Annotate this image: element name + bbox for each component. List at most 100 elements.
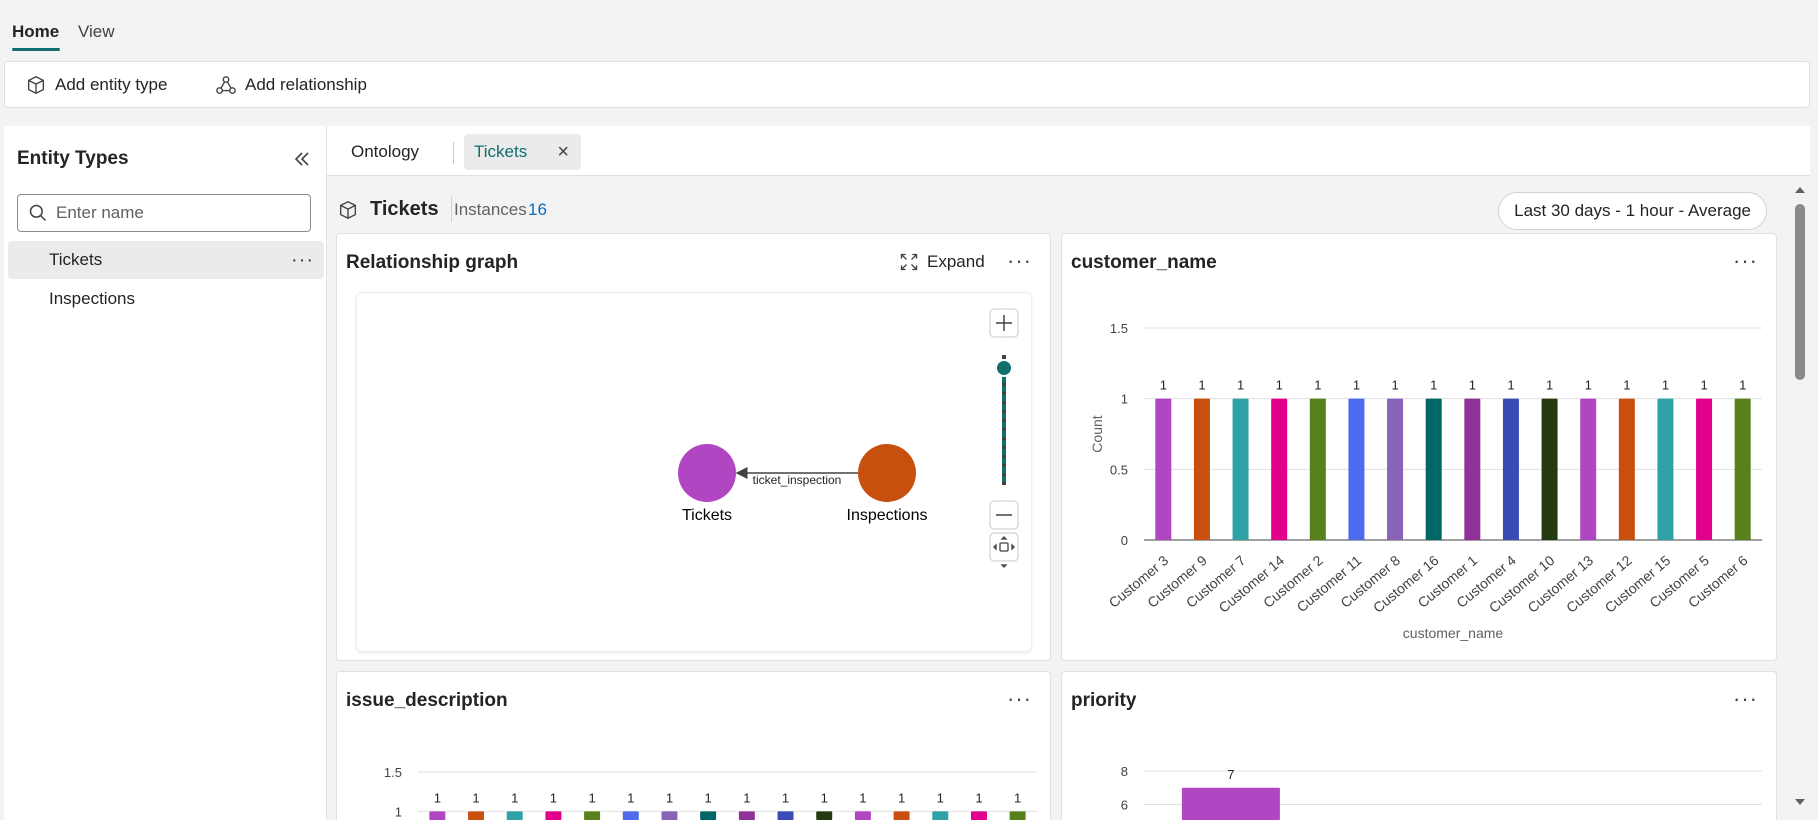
data-label: 1 — [550, 790, 557, 805]
y-tick-label: 1 — [395, 804, 402, 819]
bar — [816, 811, 833, 820]
expand-button[interactable]: Expand — [899, 252, 985, 272]
add-relationship-label: Add relationship — [245, 75, 367, 94]
y-tick-label: 6 — [1121, 798, 1128, 813]
close-icon[interactable]: × — [557, 141, 569, 163]
bar — [429, 811, 446, 820]
data-label: 1 — [705, 790, 712, 805]
cube-icon — [339, 200, 357, 220]
add-relationship-button[interactable]: Add relationship — [215, 74, 367, 96]
instances-count: 16 — [528, 200, 547, 219]
bar — [932, 811, 949, 820]
bar — [1734, 398, 1751, 540]
data-label: 1 — [975, 790, 982, 805]
y-axis-label: Count — [1089, 415, 1105, 452]
search-box — [17, 194, 311, 232]
data-label: 1 — [1353, 378, 1360, 393]
cube-icon — [27, 75, 45, 95]
priority-card: priority ··· 8 6 7 — [1061, 671, 1777, 820]
card-title: issue_description — [346, 690, 508, 711]
plus-icon — [996, 315, 1012, 331]
data-label: 1 — [472, 790, 479, 805]
data-label: 1 — [666, 790, 673, 805]
node-inspections[interactable] — [858, 444, 916, 502]
relationship-graph-card: Relationship graph Expand ··· ticket_ins… — [336, 233, 1051, 661]
data-label: 1 — [898, 790, 905, 805]
more-options-icon[interactable]: ··· — [291, 249, 314, 271]
search-input[interactable] — [56, 203, 296, 223]
bar — [700, 811, 717, 820]
tab-home[interactable]: Home — [12, 22, 60, 41]
instances-label: Instances — [454, 200, 527, 219]
add-entity-type-button[interactable]: Add entity type — [25, 74, 167, 96]
card-title: Relationship graph — [346, 252, 519, 273]
sidebar-item-label: Tickets — [49, 250, 103, 269]
bar — [584, 811, 601, 820]
data-label: 1 — [434, 790, 441, 805]
bar — [1425, 398, 1442, 540]
data-label: 1 — [1276, 378, 1283, 393]
y-tick-label: 8 — [1121, 764, 1128, 779]
more-options-icon[interactable]: ··· — [1733, 248, 1758, 273]
graph-svg: ticket_inspection Tickets Inspections — [678, 308, 1019, 568]
expand-label: Expand — [927, 252, 985, 271]
bar — [738, 811, 755, 820]
card-title: customer_name — [1071, 252, 1217, 273]
tab-divider — [453, 142, 454, 164]
node-tickets[interactable] — [678, 444, 736, 502]
more-options-icon[interactable]: ··· — [1007, 686, 1032, 711]
fit-view-button[interactable] — [989, 532, 1019, 562]
data-label: 1 — [1469, 378, 1476, 393]
bar — [468, 811, 485, 820]
bar — [1155, 398, 1172, 540]
main-area: Ontology Tickets × Tickets Instances 16 … — [327, 126, 1810, 820]
bar — [1348, 398, 1365, 540]
active-tab-indicator — [12, 48, 60, 51]
more-options-icon[interactable]: ··· — [1733, 686, 1758, 711]
data-label: 1 — [1739, 378, 1746, 393]
bar — [506, 811, 523, 820]
scroll-up-icon[interactable] — [1795, 187, 1805, 193]
data-label: 1 — [859, 790, 866, 805]
collapse-panel-icon[interactable] — [290, 147, 314, 171]
sidebar-item-inspections[interactable]: Inspections — [8, 280, 324, 318]
time-filter-button[interactable]: Last 30 days - 1 hour - Average — [1498, 192, 1767, 230]
bar — [1181, 787, 1280, 820]
bar — [970, 811, 987, 820]
entity-title: Tickets — [370, 198, 439, 220]
tab-ontology[interactable]: Ontology — [351, 142, 420, 161]
y-tick-label: 0.5 — [1110, 462, 1128, 477]
data-label: 1 — [1623, 378, 1630, 393]
data-label: 1 — [782, 790, 789, 805]
bar — [1618, 398, 1635, 540]
more-options-icon[interactable]: ··· — [1007, 248, 1032, 273]
edge-label: ticket_inspection — [753, 473, 842, 487]
bar — [777, 811, 794, 820]
sidebar-item-tickets[interactable]: Tickets ··· — [8, 241, 324, 279]
tab-tickets[interactable]: Tickets × — [464, 134, 581, 170]
data-label: 1 — [1160, 378, 1167, 393]
add-entity-type-label: Add entity type — [55, 75, 168, 94]
bar — [1309, 398, 1326, 540]
header-divider — [451, 196, 452, 222]
data-label: 1 — [1546, 378, 1553, 393]
y-tick-label: 1 — [1121, 392, 1128, 407]
y-tick-label: 0 — [1121, 533, 1128, 548]
node-label: Tickets — [682, 507, 732, 524]
customer-name-card: customer_name ··· 1.5 1 0.5 0 1 Customer 3 1 Cu… — [1061, 233, 1777, 661]
entity-header: Tickets Instances 16 Last 30 days - 1 ho… — [327, 182, 1787, 230]
data-label: 1 — [1700, 378, 1707, 393]
y-tick-label: 1.5 — [384, 765, 402, 780]
bar — [893, 811, 910, 820]
zoom-slider-thumb[interactable] — [995, 359, 1013, 377]
data-label: 1 — [1014, 790, 1021, 805]
scroll-down-icon[interactable] — [1795, 799, 1805, 805]
tab-view[interactable]: View — [78, 22, 115, 41]
bar — [1696, 398, 1713, 540]
graph-canvas[interactable]: ticket_inspection Tickets Inspections — [356, 292, 1032, 652]
scroll-thumb[interactable] — [1795, 204, 1805, 380]
vertical-scrollbar[interactable] — [1790, 180, 1810, 820]
bar — [545, 811, 562, 820]
bar — [1271, 398, 1288, 540]
